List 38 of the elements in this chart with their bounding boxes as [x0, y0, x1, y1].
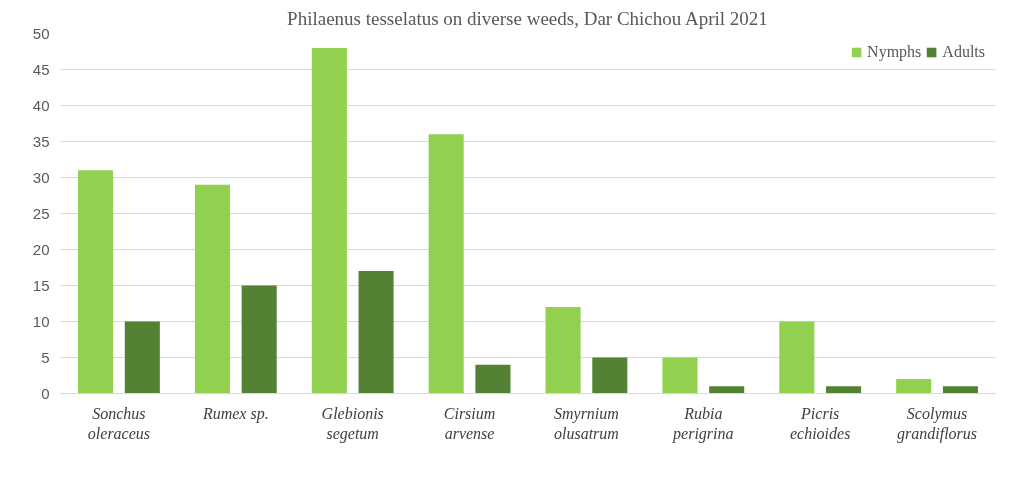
- x-tick-label: Rubia perigrina: [672, 404, 734, 443]
- x-tick-label: Scolymus grandiflorus: [897, 404, 978, 443]
- bar: [942, 386, 978, 394]
- y-tick-label: 40: [32, 96, 50, 114]
- y-tick-label: 50: [32, 24, 50, 42]
- y-tick-label: 5: [41, 348, 50, 366]
- y-tick-label: 0: [41, 384, 50, 402]
- bar: [709, 386, 745, 394]
- bar: [545, 307, 581, 394]
- x-tick-label: Glebionis segetum: [321, 404, 384, 443]
- bar: [896, 379, 932, 394]
- legend-label: Nymphs: [867, 43, 922, 61]
- x-tick-label: Sonchus oleraceus: [87, 404, 151, 442]
- y-tick-label: 15: [32, 276, 50, 294]
- x-tick-label: Cirsium arvense: [443, 404, 496, 442]
- bar: [475, 364, 511, 394]
- y-tick-label: 10: [32, 312, 50, 330]
- y-tick-label: 45: [32, 60, 50, 78]
- bar: [592, 357, 628, 394]
- legend-label: Adults: [942, 43, 985, 61]
- x-tick-label: Picris echioides: [789, 404, 851, 442]
- x-tick-label: Rumex sp.: [201, 404, 269, 423]
- bar: [779, 321, 815, 394]
- y-tick-label: 30: [32, 168, 50, 186]
- bar: [194, 184, 230, 394]
- bar: [241, 285, 277, 394]
- x-tick-label: Smyrnium olusatrum: [553, 404, 619, 442]
- chart-title: Philaenus tesselatus on diverse weeds, Dar Chichou April 2021: [287, 7, 768, 29]
- bar: [78, 170, 114, 394]
- bar: [124, 321, 160, 394]
- y-tick-label: 25: [32, 204, 50, 222]
- bar: [662, 357, 698, 394]
- bar: [428, 134, 464, 394]
- y-tick-label: 35: [32, 132, 50, 150]
- y-tick-label: 20: [32, 240, 50, 258]
- bar: [358, 271, 394, 394]
- bar: [826, 386, 862, 394]
- bar: [311, 47, 347, 394]
